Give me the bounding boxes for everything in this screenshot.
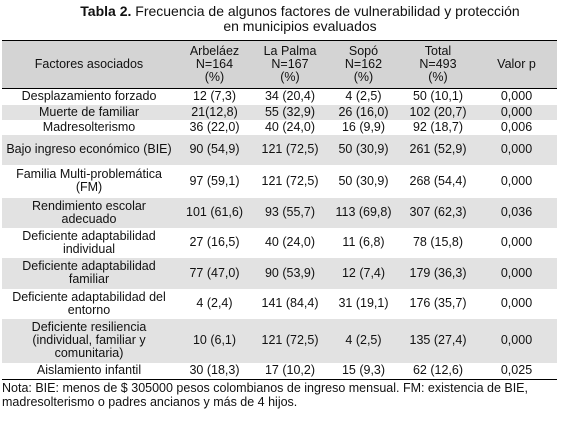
row-label: Deficiente adaptabilidad individual: [22, 228, 156, 256]
cell: 0,025: [500, 363, 533, 378]
table: Factores asociados Arbeláez N=164 (%) La P…: [2, 40, 557, 380]
header-cell: Total N=493 (%): [400, 41, 476, 89]
table-row: Deficiente adaptabilidad individual 27 (1…: [2, 228, 557, 258]
cell: 102 (20,7): [409, 104, 467, 119]
cell: 0,000: [500, 235, 533, 249]
cell: 50 (30,9): [338, 142, 389, 156]
cell: 113 (69,8): [335, 205, 392, 219]
cell: 77 (47,0): [189, 265, 240, 280]
cell: 0,006: [500, 119, 533, 134]
header-text: Total N=493 (%): [419, 44, 457, 84]
row-label: Rendimiento escolar adecuado: [32, 198, 146, 226]
cell: 40 (24,0): [264, 235, 316, 249]
table-row: Muerte de familiar 21(12,8) 55 (32,9) 26 (1…: [2, 104, 557, 120]
cell: 55 (32,9): [264, 104, 316, 119]
row-label: Muerte de familiar: [38, 104, 140, 119]
row-label: Desplazamiento forzado: [21, 89, 157, 104]
cell: 121 (72,5): [261, 333, 319, 347]
cell: 50 (30,9): [338, 173, 389, 188]
cell: 90 (53,9): [264, 265, 316, 280]
cell: 15 (9,3): [341, 363, 386, 378]
title-text: Frecuencia de algunos factores de vulner…: [135, 3, 520, 34]
table-row: Aislamiento infantil 30 (18,3) 17 (10,2) 15…: [2, 363, 557, 380]
cell: 4 (2,5): [345, 333, 382, 347]
cell: 307 (62,3): [409, 205, 467, 219]
table-row: Deficiente adaptabilidad del entorno 4 (2…: [2, 289, 557, 319]
header-text: La Palma N=167 (%): [263, 44, 317, 84]
table-row: Familia Multi-problemática (FM) 97 (59,1)…: [2, 165, 557, 198]
table-row: Desplazamiento forzado 12 (7,3) 34 (20,4) 4…: [2, 89, 557, 105]
cell: 0,000: [500, 296, 533, 310]
cell: 0,000: [500, 173, 533, 188]
header-cell: Arbeláez N=164 (%): [176, 41, 253, 89]
cell: 0,000: [500, 265, 533, 280]
row-label: Bajo ingreso económico (BIE): [6, 142, 172, 156]
table-row: Bajo ingreso económico (BIE) 90 (54,9) 121…: [2, 134, 557, 165]
cell: 10 (6,1): [192, 333, 237, 347]
cell: 30 (18,3): [189, 363, 240, 378]
cell: 0,036: [500, 205, 533, 219]
cell: 135 (27,4): [409, 333, 467, 347]
row-label: Deficiente adaptabilidad del entorno: [12, 289, 166, 317]
cell: 121 (72,5): [261, 142, 319, 156]
table-title: Tabla 2. Frecuencia de algunos factores …: [80, 4, 520, 40]
title-label: Tabla 2.: [80, 3, 132, 19]
cell: 268 (54,4): [409, 173, 467, 188]
cell: 31 (19,1): [338, 296, 389, 310]
page: Tabla 2. Frecuencia de algunos factores …: [0, 4, 562, 421]
table-note: Nota: BIE: menos de $ 305000 pesos colom…: [2, 381, 528, 409]
cell: 179 (36,3): [409, 265, 467, 280]
cell: 141 (84,4): [261, 296, 319, 310]
cell: 26 (16,0): [338, 104, 389, 119]
cell: 12 (7,4): [341, 265, 386, 280]
row-label: Familia Multi-problemática (FM): [16, 167, 162, 194]
row-label: Madresolterismo: [42, 119, 136, 134]
cell: 40 (24,0): [264, 119, 316, 134]
table-row: Rendimiento escolar adecuado 101 (61,6) 93…: [2, 197, 557, 228]
cell: 16 (9,9): [341, 119, 386, 134]
cell: 176 (35,7): [409, 296, 467, 310]
table-row: Madresolterismo 36 (22,0) 40 (24,0) 16 (9,9…: [2, 120, 557, 135]
cell: 4 (2,5): [345, 89, 382, 104]
cell: 21(12,8): [191, 104, 238, 119]
cell: 50 (10,1): [412, 89, 464, 104]
header-cell: Sopó N=162 (%): [327, 41, 400, 89]
header-cell: Valor p: [476, 41, 557, 89]
cell: 78 (15,8): [412, 235, 464, 249]
cell: 93 (55,7): [264, 205, 316, 219]
table-header: Factores asociados Arbeláez N=164 (%) La P…: [2, 40, 557, 89]
row-label: Deficiente resiliencia (individual, fami…: [31, 320, 147, 360]
cell: 90 (54,9): [189, 142, 240, 156]
header-row: Factores asociados Arbeláez N=164 (%) La P…: [2, 40, 557, 89]
cell: 97 (59,1): [189, 173, 240, 188]
cell: 0,000: [500, 142, 533, 156]
cell: 4 (2,4): [196, 296, 233, 310]
cell: 34 (20,4): [264, 89, 316, 104]
row-label: Deficiente adaptabilidad familiar: [22, 259, 156, 286]
row-label: Aislamiento infantil: [36, 363, 142, 378]
table-row: Deficiente resiliencia (individual, fami…: [2, 318, 557, 363]
table-row: Deficiente adaptabilidad familiar 77 (47,…: [2, 257, 557, 289]
header-cell: Factores asociados: [34, 57, 144, 71]
header-text: Arbeláez N=164 (%): [189, 44, 240, 84]
cell: 11 (6,8): [342, 235, 385, 249]
cell: 121 (72,5): [261, 173, 319, 188]
cell: 101 (61,6): [186, 205, 243, 219]
cell: 27 (16,5): [189, 235, 240, 249]
cell: 36 (22,0): [189, 119, 240, 134]
cell: 12 (7,3): [192, 89, 237, 104]
cell: 0,000: [500, 333, 533, 347]
cell: 62 (12,6): [412, 363, 464, 378]
header-cell: La Palma N=167 (%): [253, 41, 327, 89]
cell: 17 (10,2): [264, 363, 316, 378]
header-text: Valor p: [497, 57, 536, 71]
table-body: Desplazamiento forzado 12 (7,3) 34 (20,4) 4…: [2, 89, 557, 380]
header-text: Sopó N=162 (%): [344, 44, 383, 84]
cell: 0,000: [500, 89, 533, 104]
cell: 261 (52,9): [409, 142, 467, 156]
cell: 92 (18,7): [412, 119, 464, 134]
cell: 0,000: [500, 104, 533, 119]
